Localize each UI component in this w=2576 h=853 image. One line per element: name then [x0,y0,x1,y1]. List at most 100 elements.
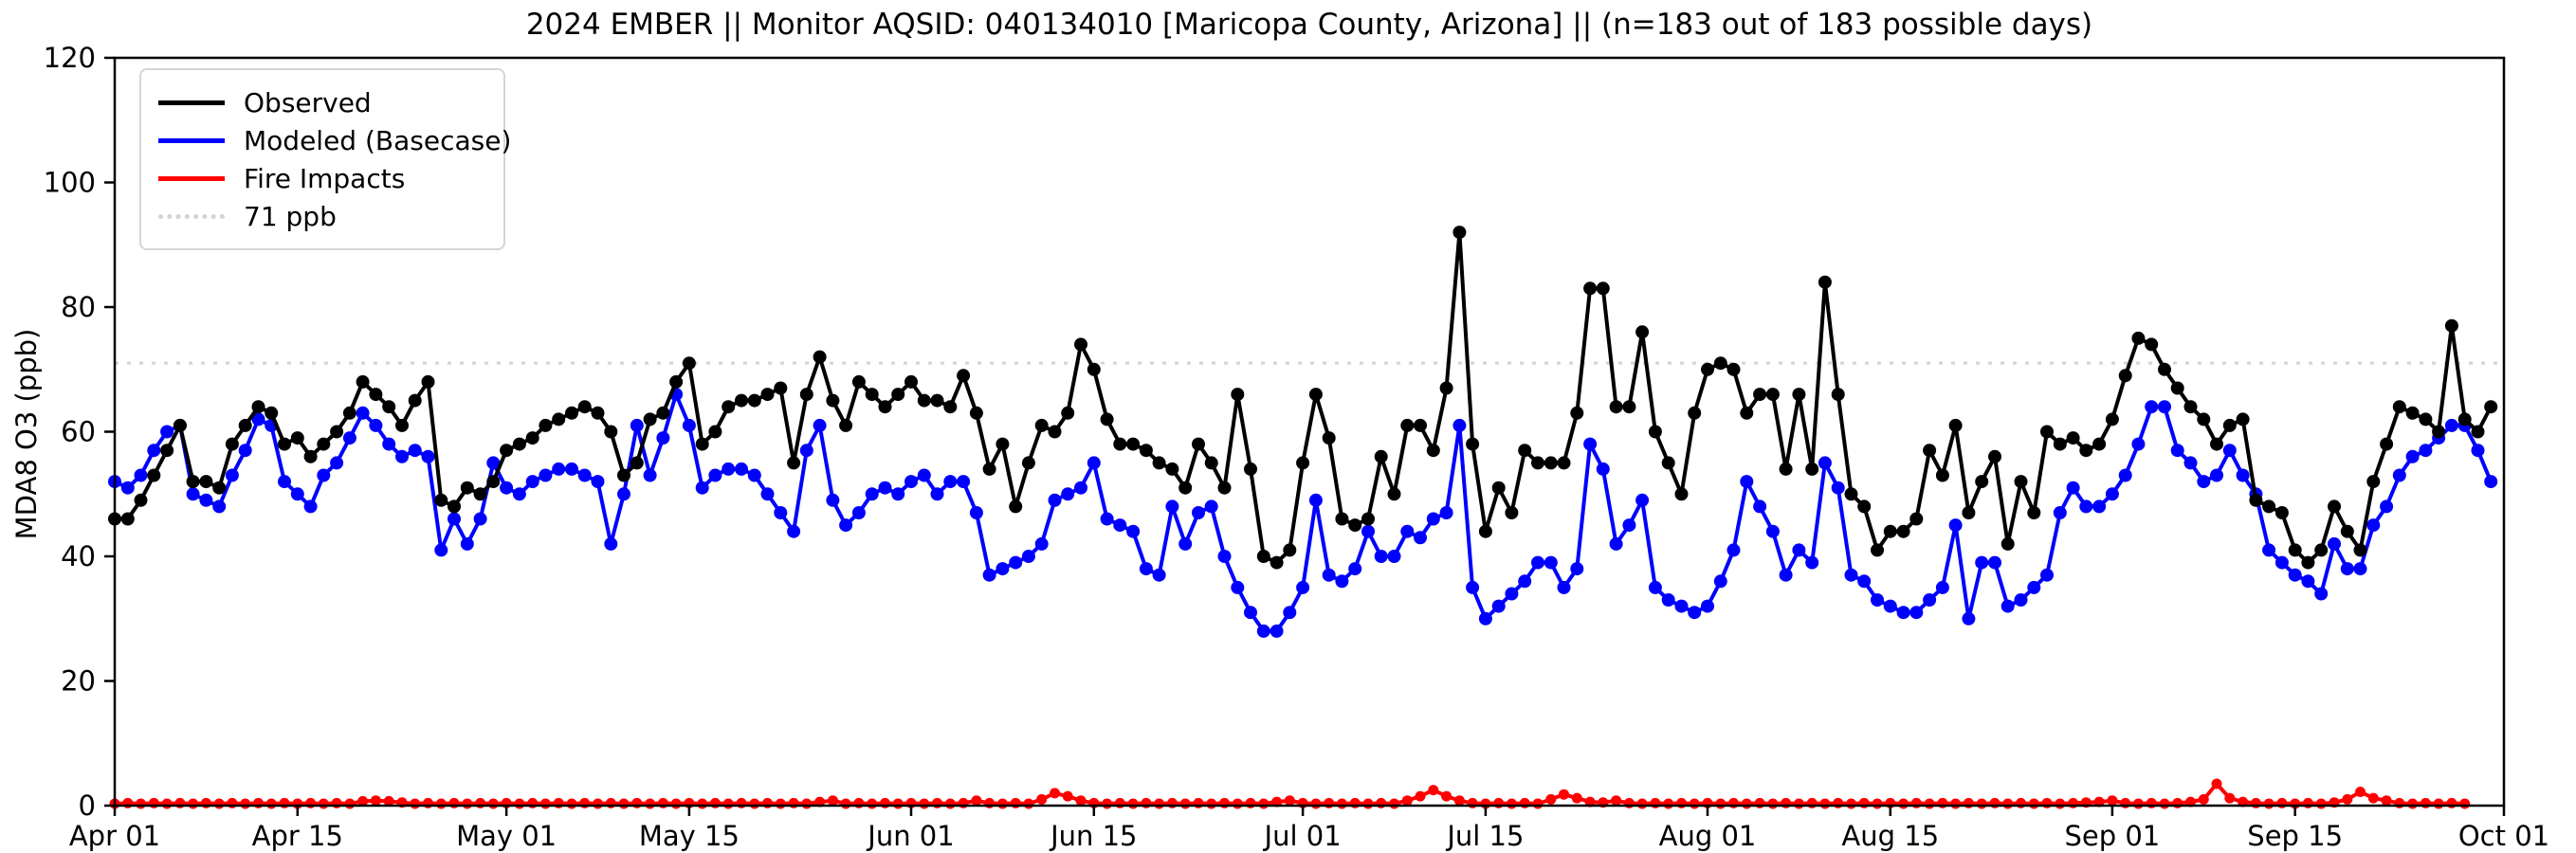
data-point [460,536,474,551]
data-point [1400,524,1415,538]
data-point [1661,593,1675,607]
data-point [1883,524,1897,538]
data-point [2301,574,2315,589]
data-point [1975,555,1989,570]
data-point [1061,487,1075,501]
data-point [1767,798,1779,809]
data-point [408,444,422,458]
data-point [2262,543,2276,557]
data-point [188,798,199,809]
legend-label: Modeled (Basecase) [244,124,512,156]
data-point [1518,444,1532,458]
x-tick-label: Jun 01 [866,820,954,852]
data-point [1087,362,1101,376]
data-point [2107,795,2118,807]
data-point [2342,793,2353,805]
legend-label: Observed [244,86,372,118]
data-point [851,374,866,389]
data-point [957,369,971,383]
data-point [2340,524,2354,538]
data-point [2158,362,2171,376]
data-point [917,468,931,482]
data-point [1126,524,1141,538]
data-point [1988,449,2001,463]
data-point [774,381,788,395]
series-line-0 [115,230,2493,565]
data-point [317,437,331,451]
data-point [1075,795,1087,807]
data-point [1962,611,1976,626]
data-point [943,400,958,414]
data-point [1127,798,1139,809]
x-tick-label: Jul 01 [1263,820,1342,852]
data-point [747,468,761,482]
data-point [1909,512,1924,526]
data-point [1152,456,1166,470]
data-point [344,798,356,809]
data-point [1244,606,1257,620]
data-point [1689,798,1700,809]
data-point [1034,418,1049,432]
data-point [593,798,603,809]
data-point [1844,568,1858,582]
data-point [2249,493,2263,507]
data-point [1179,798,1191,809]
data-point [2222,444,2237,458]
data-point [1100,512,1114,526]
data-point [2392,400,2406,414]
data-point [1609,400,1623,414]
data-point [2366,518,2381,533]
data-point [799,388,813,402]
data-point [1818,456,1832,470]
data-point [2131,437,2146,451]
data-point [645,798,656,809]
data-point [1765,388,1780,402]
data-point [2159,798,2170,809]
data-point [1322,568,1336,582]
x-tick-label: Oct 01 [2458,820,2549,852]
data-point [722,798,734,809]
data-point [342,431,356,445]
data-point [1178,536,1193,551]
data-point [1531,555,1544,570]
data-point [630,456,644,470]
data-point [1753,499,1767,514]
data-point [1296,580,1310,594]
data-point [2001,536,2015,551]
data-point [421,449,435,463]
data-point [1270,624,1284,638]
data-point [1387,487,1401,501]
data-point [290,487,304,501]
data-point [1048,425,1062,439]
data-point [697,798,708,809]
data-point [134,468,148,482]
data-point [1478,611,1492,626]
data-point [1021,456,1035,470]
data-point [539,798,551,809]
data-point [1583,281,1598,296]
data-point [2197,475,2211,489]
data-point [342,406,356,420]
data-point [500,481,514,495]
chart-title: 2024 EMBER || Monitor AQSID: 040134010 [… [525,8,2093,42]
data-point [2432,425,2446,439]
data-point [775,798,786,809]
data-point [1087,456,1101,470]
data-point [1896,606,1910,620]
data-point [434,543,448,557]
data-point [448,512,461,526]
data-point [2170,444,2184,458]
data-point [1206,798,1217,809]
data-point [1308,493,1323,507]
data-point [919,798,930,809]
data-point [917,393,931,408]
data-point [434,493,448,507]
data-point [1348,562,1362,576]
data-point [212,499,227,514]
data-point [225,437,239,451]
data-point [826,393,840,408]
data-point [1074,481,1087,495]
data-point [2328,499,2341,514]
data-point [1611,795,1622,807]
